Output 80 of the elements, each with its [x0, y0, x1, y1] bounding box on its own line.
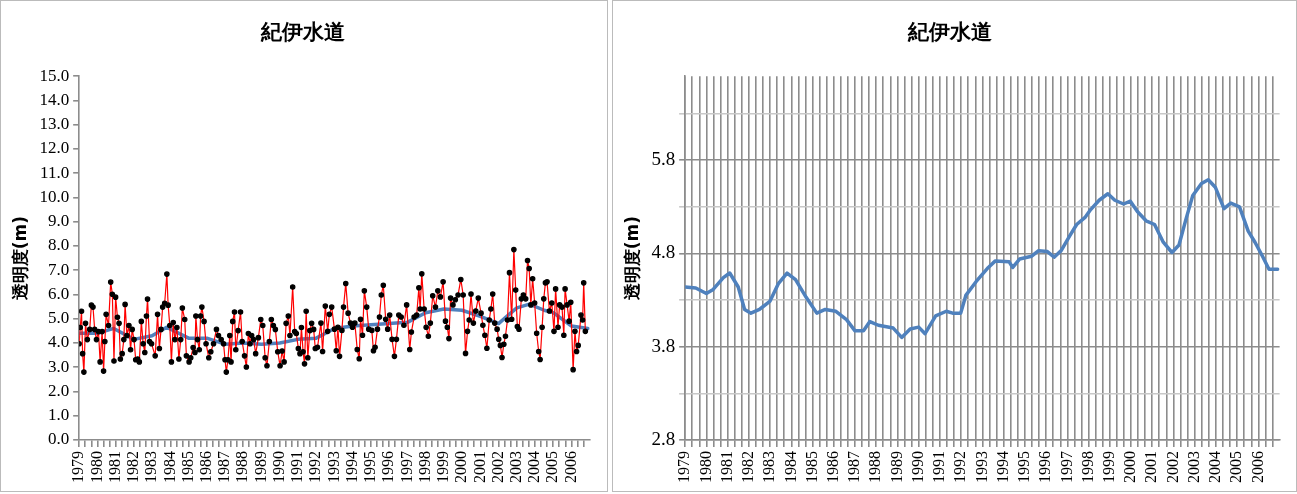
x-tick-label: 1999 [434, 451, 452, 483]
y-tick-label: 14.0 [39, 89, 70, 109]
y-axis-title: 透明度(m) [621, 215, 642, 302]
x-tick-label: 1991 [930, 451, 948, 483]
x-tick-label: 2001 [470, 451, 488, 483]
y-tick-label: 11.0 [40, 162, 70, 182]
y-tick-label: 5.8 [651, 148, 676, 170]
x-tick-label: 2003 [506, 451, 524, 483]
x-tick-label: 1996 [379, 451, 397, 483]
x-tick-label: 1998 [1078, 451, 1096, 483]
x-tick-label: 1990 [269, 451, 287, 483]
x-tick-label: 1984 [781, 451, 799, 483]
x-tick-label: 1987 [845, 451, 863, 483]
x-tick-label: 2000 [1121, 451, 1139, 483]
x-tick-label: 2000 [452, 451, 470, 483]
x-tick-label: 1994 [342, 451, 360, 483]
y-tick-label: 2.0 [47, 380, 70, 400]
y-tick-label: 15.0 [39, 65, 70, 85]
x-tick-label: 2003 [1184, 451, 1202, 483]
y-tick-label: 5.0 [47, 308, 70, 328]
x-tick-label: 1990 [908, 451, 926, 483]
x-tick-label: 1999 [1099, 451, 1117, 483]
y-tick-label: 2.8 [651, 427, 676, 449]
x-tick-label: 1998 [415, 451, 433, 483]
x-tick-label: 1979 [675, 451, 693, 483]
x-tick-label: 1997 [1057, 451, 1075, 483]
y-tick-label: 9.0 [47, 211, 70, 231]
x-tick-label: 2006 [561, 451, 579, 483]
x-tick-label: 1992 [306, 451, 324, 483]
x-tick-label: 1995 [361, 451, 379, 483]
x-tick-label: 1993 [324, 451, 342, 483]
x-tick-label: 1986 [197, 451, 214, 483]
x-tick-label: 2001 [1142, 451, 1160, 483]
y-tick-label: 13.0 [39, 114, 70, 134]
x-tick-label: 1981 [717, 451, 735, 483]
y-tick-label: 10.0 [39, 186, 70, 206]
x-tick-label: 1982 [739, 451, 757, 483]
y-tick-label: 4.8 [651, 241, 676, 263]
x-tick-label: 1986 [823, 451, 841, 483]
x-tick-label: 1987 [215, 451, 233, 483]
x-tick-label: 2005 [543, 451, 561, 483]
x-tick-label: 1995 [1015, 451, 1033, 483]
x-tick-label: 1993 [972, 451, 990, 483]
x-tick-label: 2005 [1227, 451, 1245, 483]
y-tick-label: 3.8 [651, 334, 676, 356]
x-tick-label: 1989 [251, 451, 269, 483]
x-tick-label: 1994 [993, 451, 1011, 483]
x-tick-label: 1983 [142, 451, 160, 483]
x-tick-label: 1991 [288, 451, 306, 483]
x-tick-label: 1988 [233, 451, 251, 483]
x-tick-label: 1979 [69, 451, 87, 483]
chart-title: 紀伊水道 [260, 20, 345, 45]
x-tick-label: 1980 [87, 451, 105, 483]
x-tick-label: 1988 [866, 451, 884, 483]
x-tick-label: 1981 [105, 451, 123, 483]
x-tick-label: 1982 [124, 451, 142, 483]
chart-title: 紀伊水道 [906, 20, 992, 45]
y-tick-label: 7.0 [47, 259, 70, 279]
y-tick-label: 6.0 [47, 283, 70, 303]
x-tick-label: 1980 [696, 451, 714, 483]
x-tick-label: 2002 [488, 451, 506, 483]
y-tick-label: 1.0 [47, 405, 70, 425]
y-tick-label: 4.0 [47, 332, 70, 352]
x-tick-label: 1985 [178, 451, 196, 483]
x-tick-label: 2002 [1163, 451, 1181, 483]
x-tick-label: 1984 [160, 451, 178, 483]
x-tick-label: 2006 [1248, 451, 1266, 483]
y-tick-label: 12.0 [39, 138, 70, 158]
x-tick-label: 2004 [1206, 451, 1224, 483]
x-tick-label: 1983 [760, 451, 778, 483]
x-tick-label: 1992 [951, 451, 969, 483]
x-tick-label: 2004 [525, 451, 543, 483]
y-axis-title: 透明度(m) [9, 215, 30, 302]
y-tick-label: 3.0 [47, 356, 70, 376]
x-tick-label: 1997 [397, 451, 415, 483]
y-tick-label: 8.0 [47, 235, 70, 255]
y-tick-label: 0.0 [47, 429, 70, 449]
x-tick-label: 1985 [802, 451, 820, 483]
x-tick-label: 1996 [1036, 451, 1054, 483]
x-tick-label: 1989 [887, 451, 905, 483]
